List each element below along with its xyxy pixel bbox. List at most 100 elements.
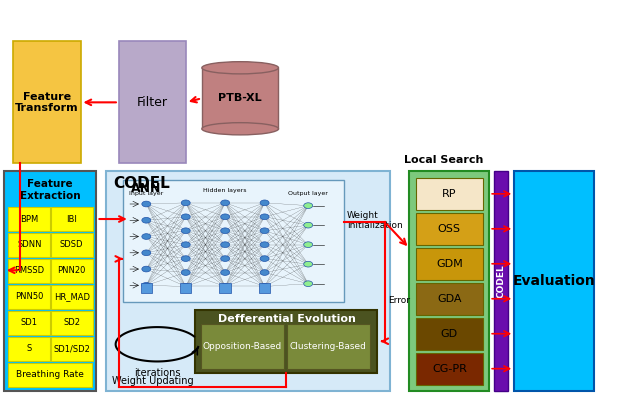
Text: GD: GD <box>441 329 458 339</box>
Circle shape <box>221 200 230 206</box>
FancyBboxPatch shape <box>200 324 284 369</box>
Circle shape <box>181 200 190 206</box>
FancyBboxPatch shape <box>8 233 50 257</box>
Text: SDSD: SDSD <box>60 240 83 249</box>
Circle shape <box>221 256 230 262</box>
Circle shape <box>181 242 190 248</box>
Circle shape <box>304 203 313 208</box>
Text: Defferential Evolution: Defferential Evolution <box>218 314 355 324</box>
Circle shape <box>260 242 269 248</box>
FancyBboxPatch shape <box>416 213 483 245</box>
FancyBboxPatch shape <box>180 283 191 293</box>
Circle shape <box>304 222 313 228</box>
Ellipse shape <box>202 62 278 74</box>
Circle shape <box>142 282 151 288</box>
Text: Feature
Extraction: Feature Extraction <box>20 179 81 201</box>
FancyBboxPatch shape <box>416 178 483 210</box>
FancyBboxPatch shape <box>416 318 483 350</box>
Text: PTB-XL: PTB-XL <box>218 93 262 103</box>
FancyBboxPatch shape <box>106 171 390 391</box>
FancyBboxPatch shape <box>259 283 270 293</box>
Circle shape <box>181 284 190 289</box>
FancyBboxPatch shape <box>51 233 93 257</box>
FancyBboxPatch shape <box>51 311 93 335</box>
Circle shape <box>181 256 190 262</box>
FancyBboxPatch shape <box>8 363 92 387</box>
Circle shape <box>260 214 269 220</box>
Ellipse shape <box>202 123 278 135</box>
Circle shape <box>304 262 313 267</box>
Text: S: S <box>27 344 32 353</box>
Text: Weight Updating: Weight Updating <box>113 376 194 386</box>
Text: BPM: BPM <box>20 215 38 224</box>
Circle shape <box>260 200 269 206</box>
FancyBboxPatch shape <box>119 41 186 163</box>
FancyBboxPatch shape <box>8 337 50 361</box>
Text: Hidden layers: Hidden layers <box>204 188 247 193</box>
Text: GDM: GDM <box>436 259 463 269</box>
FancyBboxPatch shape <box>51 337 93 361</box>
Circle shape <box>142 250 151 256</box>
Text: Breathing Rate: Breathing Rate <box>16 370 84 379</box>
Circle shape <box>221 270 230 275</box>
FancyBboxPatch shape <box>410 171 489 391</box>
Circle shape <box>142 266 151 272</box>
Text: RMSSD: RMSSD <box>14 266 44 275</box>
Text: GDA: GDA <box>437 294 461 304</box>
Text: Filter: Filter <box>137 96 168 109</box>
Text: Opposition-Based: Opposition-Based <box>202 342 282 351</box>
FancyBboxPatch shape <box>195 310 378 373</box>
Circle shape <box>181 214 190 220</box>
Circle shape <box>142 217 151 223</box>
Circle shape <box>221 228 230 233</box>
FancyBboxPatch shape <box>416 283 483 315</box>
FancyBboxPatch shape <box>416 248 483 279</box>
Text: PNN50: PNN50 <box>15 293 44 302</box>
FancyBboxPatch shape <box>416 353 483 384</box>
FancyBboxPatch shape <box>493 171 508 391</box>
Text: RP: RP <box>442 189 456 199</box>
Circle shape <box>221 284 230 289</box>
FancyBboxPatch shape <box>51 259 93 283</box>
FancyBboxPatch shape <box>51 207 93 231</box>
FancyBboxPatch shape <box>13 41 81 163</box>
Text: Local Search: Local Search <box>404 155 483 165</box>
FancyBboxPatch shape <box>124 180 344 302</box>
FancyBboxPatch shape <box>8 207 50 231</box>
Text: OSS: OSS <box>438 224 461 234</box>
Text: SDNN: SDNN <box>17 240 42 249</box>
FancyBboxPatch shape <box>8 311 50 335</box>
Text: SD1: SD1 <box>20 318 38 327</box>
Text: SD2: SD2 <box>63 318 80 327</box>
Text: iterations: iterations <box>134 368 180 377</box>
Circle shape <box>260 256 269 262</box>
Circle shape <box>181 228 190 233</box>
FancyBboxPatch shape <box>141 283 152 293</box>
FancyBboxPatch shape <box>514 171 594 391</box>
FancyBboxPatch shape <box>8 285 50 309</box>
Text: Evaluation: Evaluation <box>513 274 595 288</box>
Text: Output layer: Output layer <box>288 191 328 196</box>
Circle shape <box>221 214 230 220</box>
Text: CODEL: CODEL <box>114 176 170 191</box>
Circle shape <box>181 270 190 275</box>
Text: Feature
Transform: Feature Transform <box>15 91 79 113</box>
Circle shape <box>260 228 269 233</box>
Circle shape <box>304 242 313 248</box>
Circle shape <box>142 234 151 239</box>
Text: Error: Error <box>388 295 410 304</box>
FancyBboxPatch shape <box>202 68 278 129</box>
Circle shape <box>260 284 269 289</box>
Text: IBI: IBI <box>67 215 77 224</box>
Circle shape <box>304 281 313 286</box>
FancyBboxPatch shape <box>4 171 97 391</box>
FancyBboxPatch shape <box>8 259 50 283</box>
Text: PNN20: PNN20 <box>58 266 86 275</box>
Circle shape <box>221 242 230 248</box>
Text: Clustering-Based: Clustering-Based <box>290 342 367 351</box>
Text: Weight
Initialization: Weight Initialization <box>347 211 403 230</box>
FancyBboxPatch shape <box>287 324 370 369</box>
FancyBboxPatch shape <box>51 285 93 309</box>
Text: ANN: ANN <box>131 182 161 195</box>
Text: CG-PR: CG-PR <box>432 364 467 374</box>
